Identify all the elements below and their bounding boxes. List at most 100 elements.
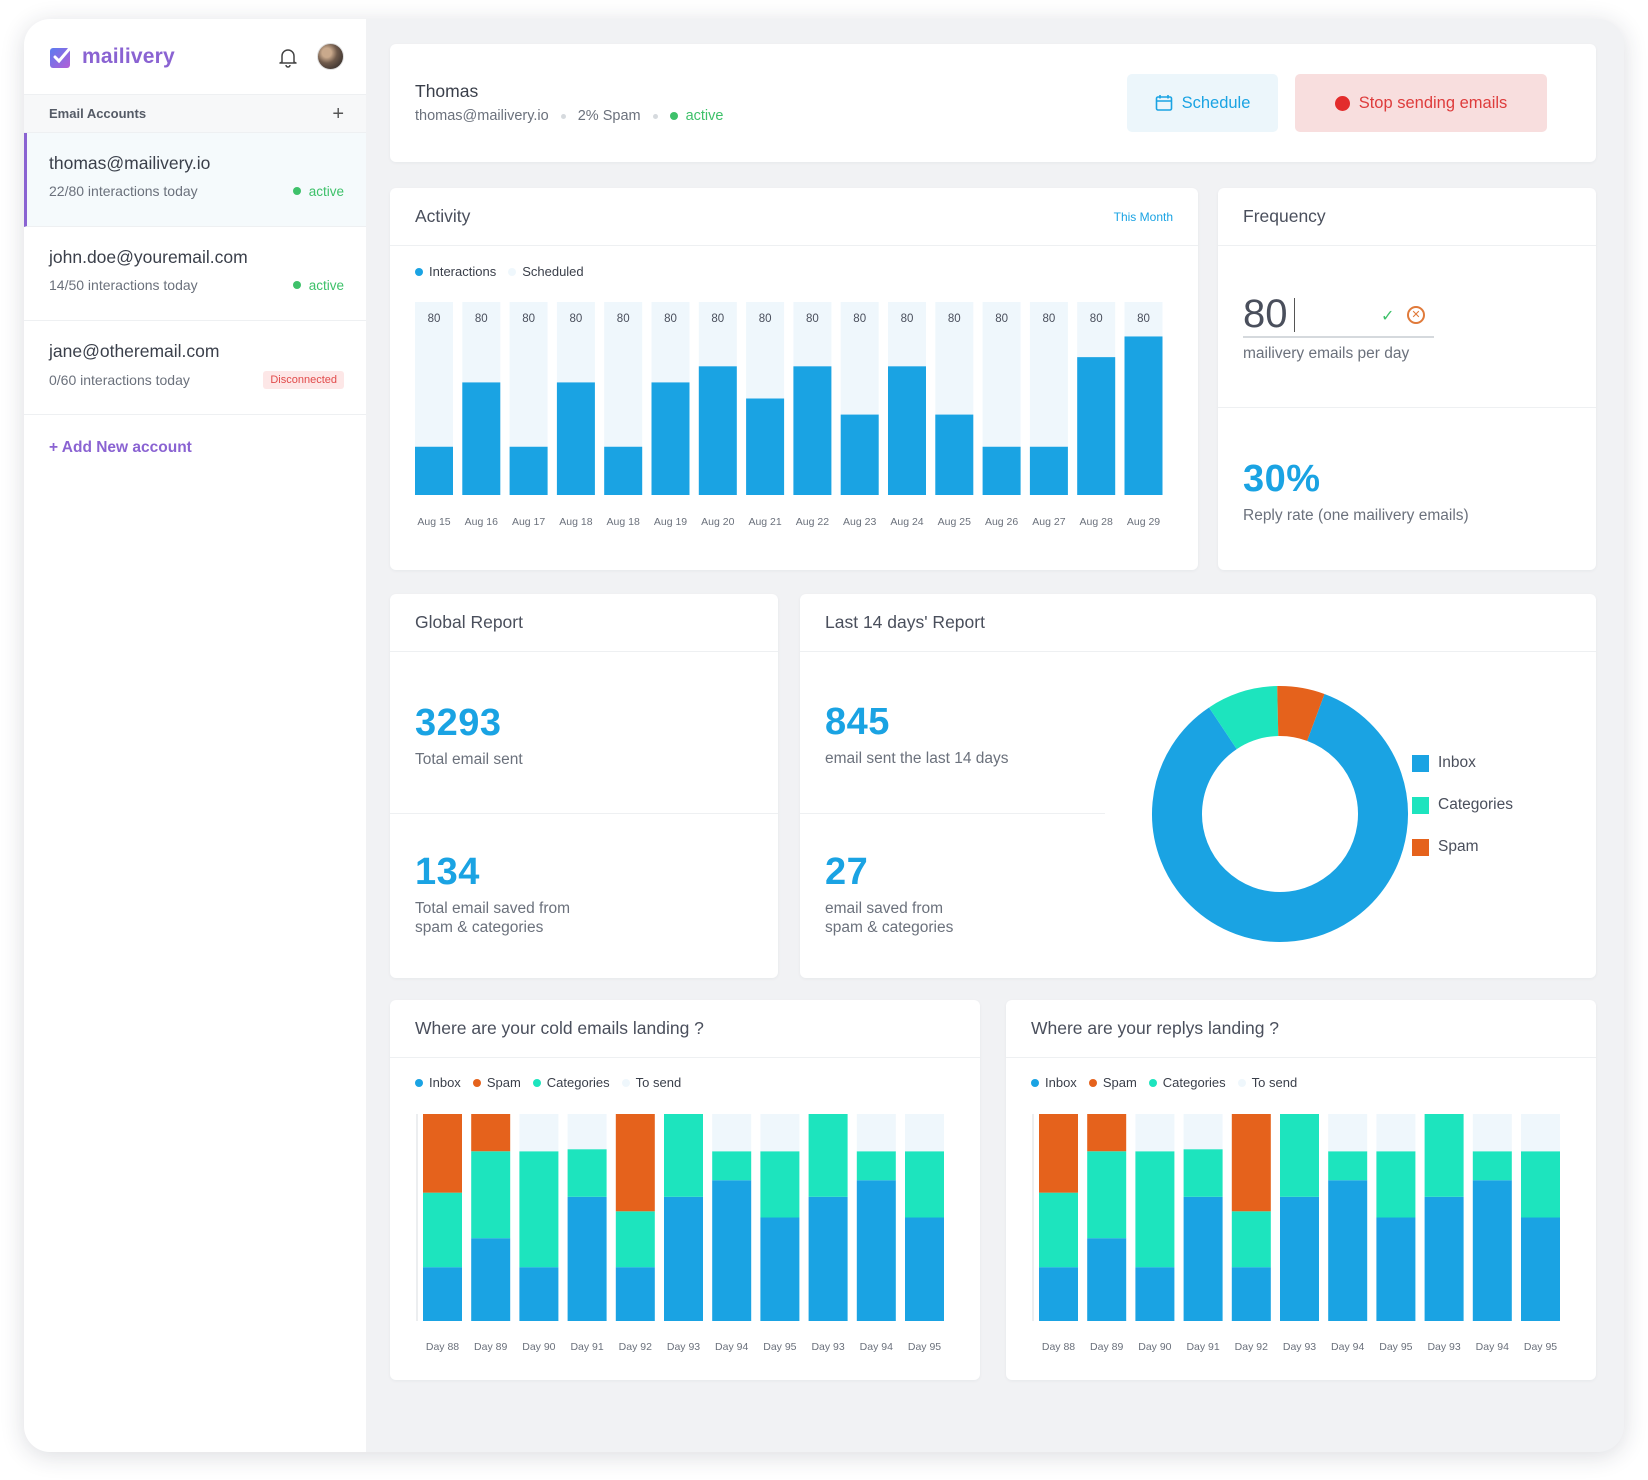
cancel-x-icon[interactable]: ✕ xyxy=(1407,306,1425,324)
x-tick-label: Day 91 xyxy=(1186,1341,1219,1353)
accounts-header: Email Accounts + xyxy=(24,95,366,133)
bar-value-label: 80 xyxy=(475,313,488,325)
bar-segment-inbox xyxy=(1087,1238,1127,1321)
bar-segment-spam xyxy=(615,1114,655,1212)
bar-value-label: 80 xyxy=(759,313,772,325)
confirm-check-icon[interactable]: ✓ xyxy=(1381,308,1395,325)
bar-segment-to-send xyxy=(1521,1114,1560,1152)
x-tick-label: Aug 23 xyxy=(843,516,876,528)
bar-segment-inbox xyxy=(760,1217,800,1321)
bar-segment-categories xyxy=(1376,1151,1416,1218)
x-tick-label: Day 91 xyxy=(570,1341,603,1353)
donut-legend: Inbox Categories Spam xyxy=(1412,754,1513,880)
interactions-bar xyxy=(1124,336,1163,495)
bar-segment-categories xyxy=(1424,1114,1464,1197)
account-email: jane@otheremail.com xyxy=(49,341,220,361)
bar-segment-inbox xyxy=(664,1196,703,1321)
bar-value-label: 80 xyxy=(617,313,630,325)
bar-segment-to-send xyxy=(1472,1114,1512,1152)
bar-segment-categories xyxy=(471,1151,511,1239)
add-new-account-link[interactable]: + Add New account xyxy=(49,439,192,456)
frequency-title: Frequency xyxy=(1243,206,1326,226)
bar-value-label: 80 xyxy=(522,313,535,325)
x-tick-label: Aug 15 xyxy=(417,516,450,528)
x-tick-label: Aug 21 xyxy=(748,516,781,528)
bar-segment-inbox xyxy=(856,1180,896,1321)
bar-segment-to-send xyxy=(760,1114,800,1152)
interactions-bar xyxy=(462,382,501,495)
status-badge: active xyxy=(293,278,344,293)
activity-card: Activity This Month Interactions Schedul… xyxy=(390,188,1198,570)
status-badge: Disconnected xyxy=(263,371,344,389)
bar-segment-categories xyxy=(905,1151,944,1218)
bar-segment-inbox xyxy=(423,1267,462,1321)
account-email: thomas@mailivery.io xyxy=(415,108,549,124)
bar-segment-inbox xyxy=(808,1196,848,1321)
stop-sending-button[interactable]: Stop sending emails xyxy=(1295,74,1547,132)
frequency-value: 80 xyxy=(1243,292,1288,336)
bar-segment-categories xyxy=(664,1114,703,1197)
bar-segment-categories xyxy=(519,1151,559,1268)
legend-item-to-send: To send xyxy=(621,1075,681,1090)
bar-segment-inbox xyxy=(615,1267,655,1321)
bar-segment-to-send xyxy=(712,1114,752,1152)
account-item-thomas[interactable]: thomas@mailivery.io 22/80 interactions t… xyxy=(24,133,366,227)
reply-rate-block: 30% Reply rate (one mailivery emails) xyxy=(1243,460,1469,526)
x-tick-label: Day 93 xyxy=(1283,1341,1316,1353)
interactions-bar xyxy=(698,366,737,495)
total-sent-block: 3293 Total email sent xyxy=(415,704,523,770)
account-item-jane[interactable]: jane@otheremail.com 0/60 interactions to… xyxy=(24,321,366,415)
frequency-input[interactable]: 80 xyxy=(1243,294,1295,334)
account-name: Thomas xyxy=(415,81,479,101)
cold-landing-header: Where are your cold emails landing ? xyxy=(390,1000,980,1058)
activity-title: Activity xyxy=(415,206,471,226)
x-tick-label: Aug 29 xyxy=(1127,516,1160,528)
bar-value-label: 80 xyxy=(1137,313,1150,325)
range-selector[interactable]: This Month xyxy=(1113,209,1173,224)
last14-sent-value: 845 xyxy=(825,701,890,743)
total-sent-value: 3293 xyxy=(415,702,502,744)
legend-item-categories: Categories xyxy=(1148,1075,1226,1090)
bar-segment-categories xyxy=(1280,1114,1319,1197)
text-cursor xyxy=(1293,298,1295,332)
legend-item-inbox: Inbox xyxy=(1031,1075,1077,1090)
global-report-card: Global Report 3293 Total email sent 134 … xyxy=(390,594,778,978)
legend-item-to-send: To send xyxy=(1237,1075,1297,1090)
global-report-header: Global Report xyxy=(390,594,778,652)
interactions-bar xyxy=(840,414,879,495)
bar-segment-categories xyxy=(1328,1151,1368,1181)
bar-segment-categories xyxy=(1135,1151,1175,1268)
separator-dot xyxy=(652,113,658,119)
x-tick-label: Aug 28 xyxy=(1080,516,1113,528)
x-tick-label: Day 95 xyxy=(763,1341,796,1353)
bar-segment-inbox xyxy=(1521,1217,1560,1321)
account-item-john[interactable]: john.doe@youremail.com 14/50 interaction… xyxy=(24,227,366,321)
x-tick-label: Day 90 xyxy=(522,1341,555,1353)
schedule-button[interactable]: Schedule xyxy=(1127,74,1278,132)
avatar[interactable] xyxy=(317,43,344,70)
reply-rate-value: 30% xyxy=(1243,458,1321,500)
x-tick-label: Day 88 xyxy=(1042,1341,1075,1353)
bell-icon[interactable] xyxy=(277,46,299,68)
bar-segment-inbox xyxy=(905,1217,944,1321)
legend-item-spam: Spam xyxy=(472,1075,521,1090)
interactions-bar xyxy=(746,398,785,495)
brand-name: mailivery xyxy=(82,44,175,68)
legend-item-inbox: Inbox xyxy=(415,1075,461,1090)
legend-item-spam: Spam xyxy=(1412,838,1513,856)
account-meta: thomas@mailivery.io 2% Spam active xyxy=(415,108,723,124)
x-tick-label: Day 94 xyxy=(1331,1341,1364,1353)
main-content: Thomas thomas@mailivery.io 2% Spam activ… xyxy=(366,19,1624,1452)
frequency-card: Frequency 80 ✓ ✕ mailivery emails per da… xyxy=(1218,188,1596,570)
bar-segment-spam xyxy=(1087,1114,1127,1152)
bar-segment-to-send xyxy=(519,1114,559,1152)
bar-value-label: 80 xyxy=(948,313,961,325)
bar-segment-inbox xyxy=(1039,1267,1078,1321)
x-tick-label: Aug 17 xyxy=(512,516,545,528)
add-account-icon[interactable]: + xyxy=(332,102,344,125)
bar-segment-categories xyxy=(615,1211,655,1268)
x-tick-label: Aug 19 xyxy=(654,516,687,528)
x-tick-label: Day 94 xyxy=(715,1341,748,1353)
cold-legend: Inbox Spam Categories To send xyxy=(415,1075,693,1090)
cold-landing-title: Where are your cold emails landing ? xyxy=(415,1018,704,1038)
